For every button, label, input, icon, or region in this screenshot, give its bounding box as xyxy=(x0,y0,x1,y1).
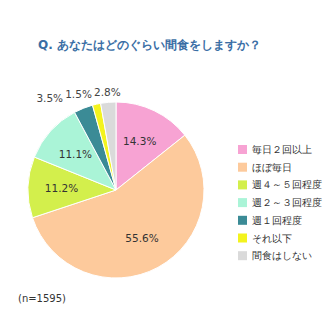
legend-swatch xyxy=(238,198,247,207)
legend-label: 毎日２回以上 xyxy=(252,144,312,155)
legend-label: 週２～３回程度 xyxy=(252,197,322,208)
data-label: 1.5% xyxy=(65,88,92,100)
legend-label: 週４～５回程度 xyxy=(252,179,322,190)
data-label: 55.6% xyxy=(125,232,158,244)
legend-swatch xyxy=(238,180,247,189)
data-labels: 14.3% 55.6% 11.2% 11.1% 3.5%1.5%2.8% xyxy=(36,86,158,244)
background xyxy=(0,0,330,329)
legend-label: ほぼ毎日 xyxy=(252,162,292,173)
legend-swatch xyxy=(238,216,247,225)
annotation: (n=1595) xyxy=(18,293,66,304)
data-label: 14.3% xyxy=(123,135,156,147)
pie-slice xyxy=(101,102,116,190)
legend-label: それ以下 xyxy=(252,233,292,244)
data-label: 11.1% xyxy=(59,148,92,160)
legend-label: 間食はしない xyxy=(252,250,312,261)
slices xyxy=(28,102,204,278)
data-label: 3.5% xyxy=(36,92,63,104)
data-label: 11.2% xyxy=(45,182,78,194)
data-label: 2.8% xyxy=(94,86,121,98)
title: Q. あなたはどのぐらい間食をしますか？ xyxy=(38,38,261,52)
legend-swatch xyxy=(238,163,247,172)
legend: 毎日２回以上ほぼ毎日週４～５回程度週２～３回程度週１回程度それ以下間食はしない xyxy=(238,144,322,261)
legend-swatch xyxy=(238,251,247,260)
legend-swatch xyxy=(238,234,247,243)
chart: Q. あなたはどのぐらい間食をしますか？ 14.3% 55.6% 11.2% 11.1%… xyxy=(0,0,330,329)
legend-swatch xyxy=(238,145,247,154)
legend-label: 週１回程度 xyxy=(252,215,302,226)
